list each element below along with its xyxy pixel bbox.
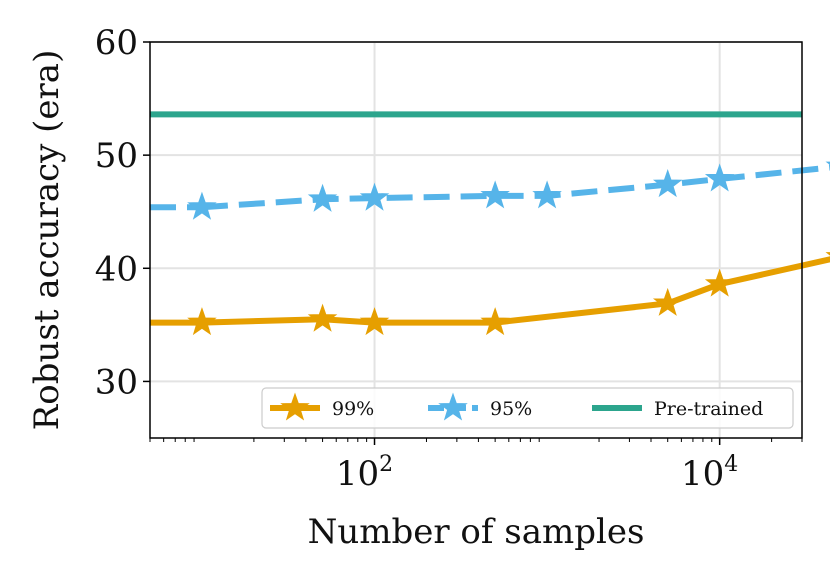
y-tick-label: 40 xyxy=(95,249,138,289)
legend-marker-star xyxy=(438,392,468,421)
tick-layer: 30 40 50 60 102 104 xyxy=(95,23,803,494)
data-point-star xyxy=(704,268,735,297)
plot-frame xyxy=(149,41,803,439)
y-tick-label: 30 xyxy=(95,362,138,402)
data-point-star xyxy=(704,163,735,192)
series-layer xyxy=(150,161,830,336)
x-tick-label: 104 xyxy=(681,452,738,494)
data-point-star xyxy=(825,161,830,166)
y-tick-label: 50 xyxy=(95,136,138,176)
x-axis-label: Number of samples xyxy=(308,512,645,552)
legend-label: Pre-trained xyxy=(654,398,763,420)
legend-items: 99% 95% Pre-trained xyxy=(270,392,763,421)
data-point-star xyxy=(480,307,510,336)
series-line-p95 xyxy=(201,164,830,211)
legend-label: 99% xyxy=(332,398,374,420)
series-line-p99 xyxy=(201,256,830,326)
y-axis-label: Robust accuracy (era) xyxy=(27,50,67,431)
data-point-star xyxy=(187,191,217,220)
legend-box xyxy=(261,387,794,429)
data-point-star xyxy=(652,287,683,316)
grid-layer xyxy=(150,41,802,438)
data-point-star xyxy=(652,169,683,198)
data-point-star xyxy=(187,307,217,336)
legend-marker-star xyxy=(280,392,310,421)
data-point-star xyxy=(359,182,390,211)
y-tick-label: 60 xyxy=(95,23,138,63)
legend: 99% 95% Pre-trained xyxy=(261,387,794,429)
data-point-star xyxy=(359,307,390,336)
legend-label: 95% xyxy=(490,398,532,420)
data-point-star xyxy=(307,303,338,332)
x-tick-label: 102 xyxy=(336,452,393,494)
data-point-star xyxy=(307,183,338,212)
data-point-star xyxy=(532,180,562,209)
data-point-star xyxy=(480,180,510,209)
data-point-star xyxy=(825,252,830,256)
